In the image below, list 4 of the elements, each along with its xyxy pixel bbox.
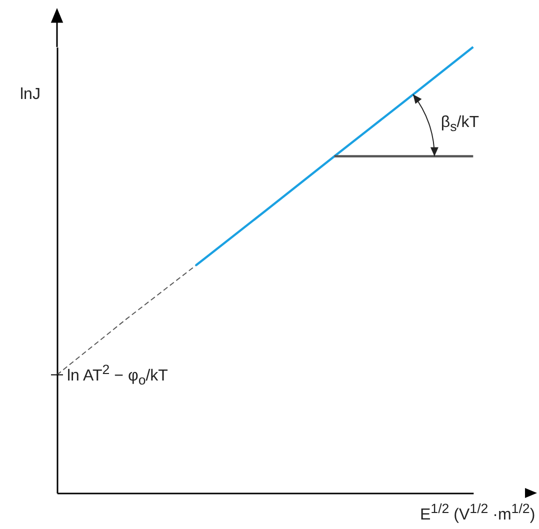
y-axis-title: lnJ <box>20 86 40 104</box>
annotation: ln AT$^{2}$ − φ$_{o}$/kT <box>67 362 168 388</box>
x-axis-title: E$^{1/2}$ (V$^{1/2}$ ·m$^{1/2}$) <box>420 501 536 524</box>
annotation: β$_{s}$/kT <box>440 114 480 134</box>
